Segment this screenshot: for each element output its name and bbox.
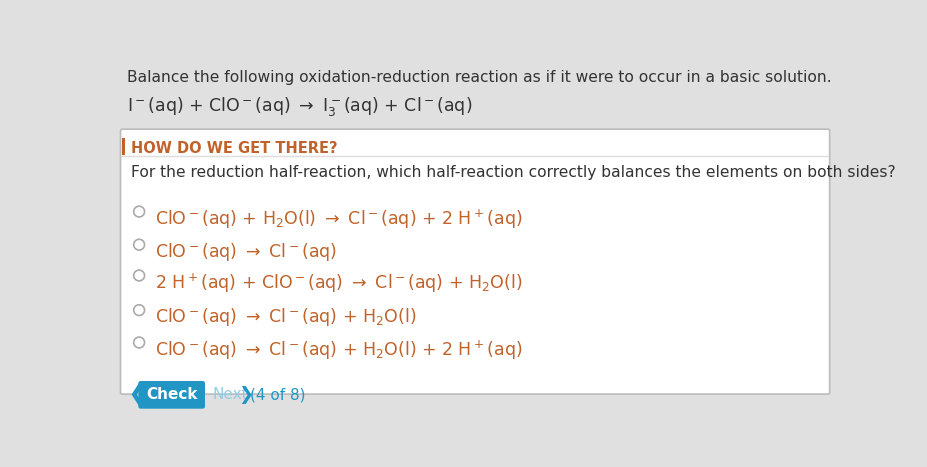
Text: ClO$^-$(aq) $\rightarrow$ Cl$^-$(aq) + H$_2$O(l) + 2 H$^+$(aq): ClO$^-$(aq) $\rightarrow$ Cl$^-$(aq) + H…: [155, 339, 522, 362]
Text: ❮: ❮: [128, 382, 148, 407]
Text: HOW DO WE GET THERE?: HOW DO WE GET THERE?: [132, 141, 338, 156]
Text: Balance the following oxidation-reduction reaction as if it were to occur in a b: Balance the following oxidation-reductio…: [127, 70, 832, 85]
Text: Check: Check: [146, 387, 197, 403]
Text: (4 of 8): (4 of 8): [250, 387, 306, 403]
Circle shape: [133, 305, 145, 316]
Bar: [122, 138, 125, 155]
Text: ClO$^-$(aq) $\rightarrow$ Cl$^-$(aq): ClO$^-$(aq) $\rightarrow$ Cl$^-$(aq): [155, 241, 337, 263]
Text: For the reduction half-reaction, which half-reaction correctly balances the elem: For the reduction half-reaction, which h…: [132, 165, 896, 180]
Circle shape: [133, 337, 145, 348]
Text: Next: Next: [213, 387, 248, 403]
Text: ClO$^-$(aq) + H$_2$O(l) $\rightarrow$ Cl$^-$(aq) + 2 H$^+$(aq): ClO$^-$(aq) + H$_2$O(l) $\rightarrow$ Cl…: [155, 208, 522, 231]
FancyBboxPatch shape: [138, 381, 205, 409]
Bar: [116, 56, 834, 129]
Text: 2 H$^+$(aq) + ClO$^-$(aq) $\rightarrow$ Cl$^-$(aq) + H$_2$O(l): 2 H$^+$(aq) + ClO$^-$(aq) $\rightarrow$ …: [155, 272, 522, 295]
Circle shape: [133, 239, 145, 250]
Text: I$^-$(aq) + ClO$^-$(aq) $\rightarrow$ I$_3^-$(aq) + Cl$^-$(aq): I$^-$(aq) + ClO$^-$(aq) $\rightarrow$ I$…: [127, 94, 472, 118]
Circle shape: [133, 270, 145, 281]
Text: ❯: ❯: [238, 386, 253, 404]
Circle shape: [133, 206, 145, 217]
Text: ClO$^-$(aq) $\rightarrow$ Cl$^-$(aq) + H$_2$O(l): ClO$^-$(aq) $\rightarrow$ Cl$^-$(aq) + H…: [155, 306, 416, 328]
FancyBboxPatch shape: [121, 129, 830, 394]
